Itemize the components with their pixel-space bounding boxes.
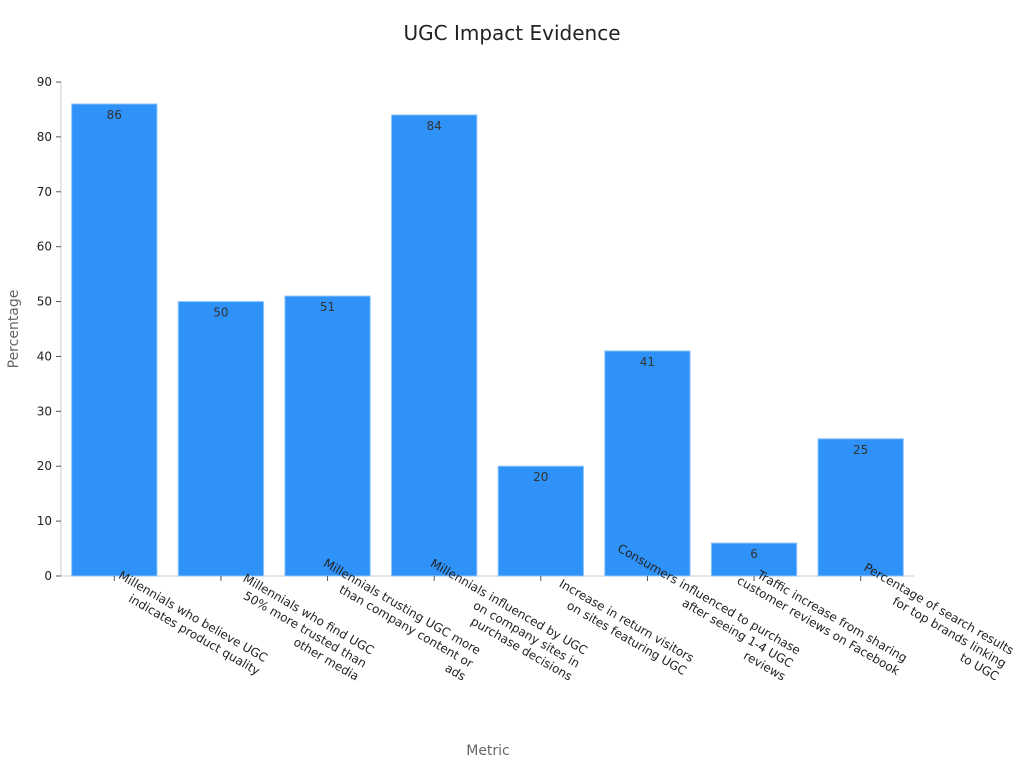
bar-value-label: 50 bbox=[213, 306, 228, 320]
x-axis-title: Metric bbox=[466, 743, 510, 759]
bar bbox=[604, 350, 691, 577]
y-tick-label: 70 bbox=[37, 185, 52, 199]
bar-value-label: 41 bbox=[640, 355, 655, 369]
bar bbox=[71, 103, 158, 577]
y-tick-label: 90 bbox=[37, 75, 52, 89]
bar bbox=[391, 114, 478, 577]
bar-value-label: 6 bbox=[750, 547, 758, 561]
bar-value-label: 84 bbox=[427, 119, 442, 133]
y-tick-label: 0 bbox=[44, 569, 52, 583]
chart-title: UGC Impact Evidence bbox=[404, 21, 621, 45]
bar bbox=[817, 438, 904, 577]
y-tick-label: 20 bbox=[37, 459, 52, 473]
x-tick-label-line: indicates product quality bbox=[126, 591, 262, 678]
bar bbox=[497, 465, 584, 577]
y-tick-label: 40 bbox=[37, 349, 52, 363]
y-axis-ticks: 0 10 20 30 40 50 60 70 80 90 bbox=[37, 75, 61, 583]
bar-value-label: 25 bbox=[853, 443, 868, 457]
y-tick-label: 80 bbox=[37, 130, 52, 144]
bar bbox=[284, 295, 371, 577]
bar bbox=[177, 301, 265, 577]
bar-value-label: 51 bbox=[320, 300, 335, 314]
y-tick-label: 30 bbox=[37, 404, 52, 418]
bars-group: 86 50 51 84 20 41 6 25 bbox=[71, 103, 904, 577]
y-tick-label: 60 bbox=[37, 240, 52, 254]
y-tick-label: 10 bbox=[37, 514, 52, 528]
y-axis-title: Percentage bbox=[6, 290, 22, 369]
bar-value-label: 86 bbox=[107, 108, 122, 122]
y-tick-label: 50 bbox=[37, 295, 52, 309]
x-tick-label: Percentage of search resultsfor top bran… bbox=[846, 560, 1016, 683]
bar-value-label: 20 bbox=[533, 470, 548, 484]
bar bbox=[710, 542, 798, 577]
